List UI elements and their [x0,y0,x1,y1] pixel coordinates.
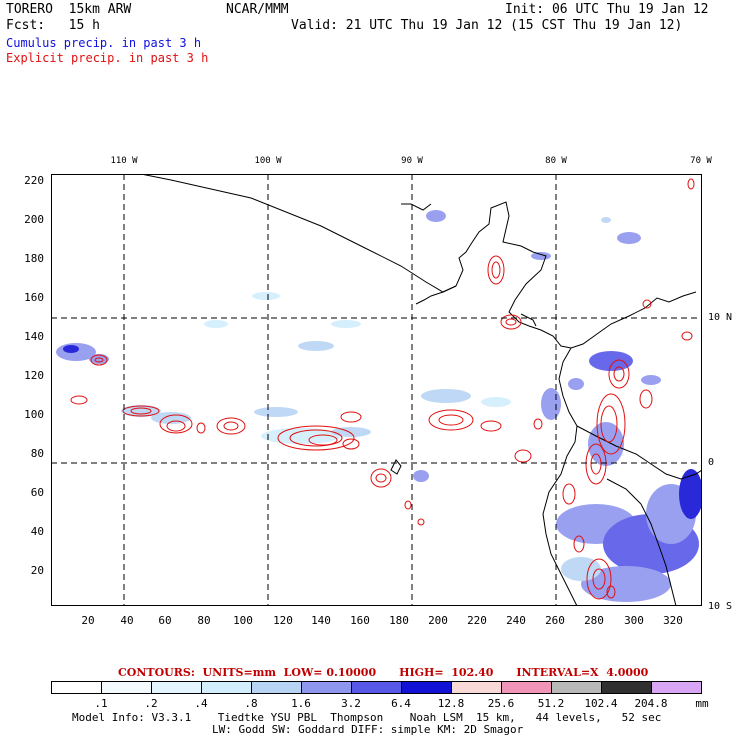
x-tick-20: 20 [81,614,95,627]
color-swatch-1 [52,682,102,693]
lon-label-110w: 110 W [110,156,138,166]
x-tick-40: 40 [120,614,134,627]
lon-label-70w: 70 W [690,156,712,166]
color-swatch-2 [102,682,152,693]
colorbar-label: 12.8 [437,697,465,710]
colorbar-label: .4 [194,697,208,710]
colorbar-label: .1 [94,697,108,710]
x-tick-100: 100 [233,614,253,627]
x-tick-120: 120 [273,614,293,627]
colorbar-label: 6.4 [391,697,411,710]
cumulus-legend: Cumulus precip. in past 3 h [6,36,202,50]
lat-label-10s: 10 S [708,601,733,612]
lon-label-80w: 80 W [545,156,567,166]
colorbar-units: mm [695,697,709,710]
color-swatch-7 [352,682,402,693]
x-tick-280: 280 [584,614,604,627]
physics-info: LW: Godd SW: Goddard DIFF: simple KM: 2D… [212,723,524,736]
y-tick-60: 60 [30,486,44,499]
lat-label-10n: 10 N [708,312,733,323]
cumulus-precip-shading [56,210,702,602]
y-tick-200: 200 [24,213,44,226]
colorbar-label: 51.2 [537,697,565,710]
colorbar-label: 102.4 [584,697,618,710]
x-tick-220: 220 [467,614,487,627]
color-swatch-6 [302,682,352,693]
contour-caption: CONTOURS: UNITS=mm LOW= 0.10000 HIGH= 10… [118,666,649,679]
y-tick-100: 100 [24,408,44,421]
y-tick-40: 40 [30,525,44,538]
y-tick-20: 20 [30,564,44,577]
x-tick-140: 140 [311,614,331,627]
color-swatch-11 [552,682,602,693]
model-info: Model Info: V3.3.1 Tiedtke YSU PBL Thomp… [72,711,662,724]
colorbar-label: 3.2 [341,697,361,710]
lat-label-0: 0 [708,457,715,468]
y-tick-220: 220 [24,174,44,187]
y-tick-160: 160 [24,291,44,304]
colorbar-label: 1.6 [291,697,311,710]
x-tick-160: 160 [350,614,370,627]
y-tick-180: 180 [24,252,44,265]
x-tick-240: 240 [506,614,526,627]
forecast-hour: Fcst: 15 h [6,18,100,33]
colorbar-label: 204.8 [634,697,668,710]
precip-map [51,174,702,606]
x-tick-300: 300 [624,614,644,627]
explicit-precip-contours [70,178,695,600]
color-swatch-9 [452,682,502,693]
valid-time: Valid: 21 UTC Thu 19 Jan 12 (15 CST Thu … [291,18,683,33]
color-bar [51,681,702,694]
y-tick-140: 140 [24,330,44,343]
x-tick-320: 320 [663,614,683,627]
y-tick-80: 80 [30,447,44,460]
model-title: TORERO 15km ARW [6,2,132,17]
lon-label-90w: 90 W [401,156,423,166]
explicit-legend: Explicit precip. in past 3 h [6,51,209,65]
color-swatch-4 [202,682,252,693]
colorbar-label: .8 [244,697,258,710]
map-frame [51,174,702,606]
grid-lines [51,174,702,606]
lon-label-100w: 100 W [254,156,282,166]
x-tick-60: 60 [158,614,172,627]
center-label: NCAR/MMM [226,2,289,17]
color-swatch-13 [652,682,701,693]
colorbar-label: .2 [144,697,158,710]
colorbar-label: 25.6 [487,697,515,710]
x-tick-180: 180 [389,614,409,627]
init-time: Init: 06 UTC Thu 19 Jan 12 [505,2,709,17]
x-tick-200: 200 [428,614,448,627]
color-swatch-8 [402,682,452,693]
color-swatch-10 [502,682,552,693]
color-swatch-5 [252,682,302,693]
color-swatch-3 [152,682,202,693]
x-tick-80: 80 [197,614,211,627]
x-tick-260: 260 [545,614,565,627]
color-swatch-12 [602,682,652,693]
y-tick-120: 120 [24,369,44,382]
